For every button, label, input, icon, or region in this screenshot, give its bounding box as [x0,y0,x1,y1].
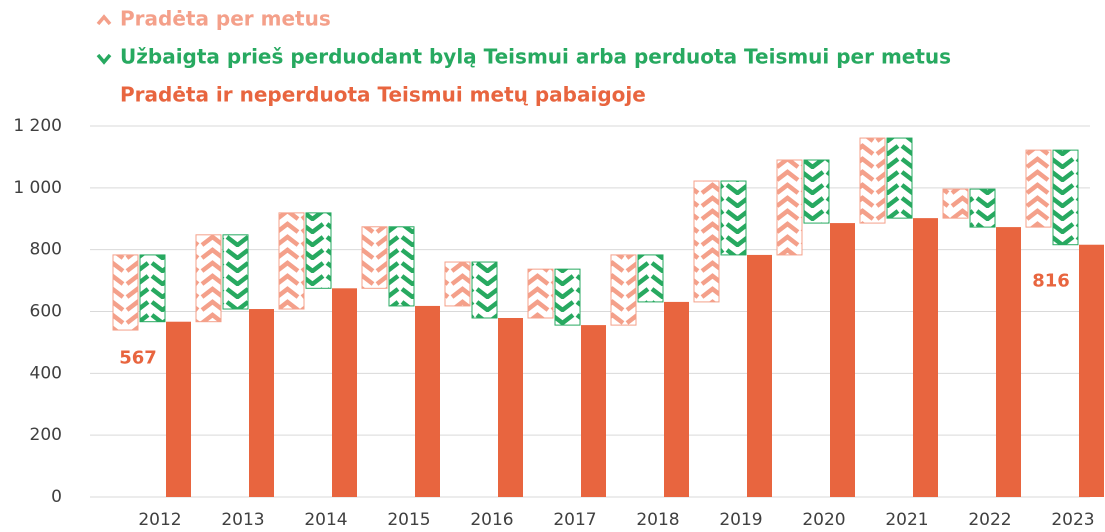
x-tick-label: 2016 [470,510,513,530]
started-box [693,180,720,303]
started-box [361,226,388,289]
y-tick-label: 600 [30,302,62,322]
completed-box [554,268,581,326]
y-tick-label: 800 [30,240,62,260]
legend-label: Pradėta ir neperduota Teismui metų pabai… [120,83,646,107]
y-tick-label: 1 000 [13,178,62,198]
completed-box [388,226,415,307]
x-tick-label: 2014 [304,510,347,530]
legend-label: Užbaigta prieš perduodant bylą Teismui a… [120,45,951,69]
bar [581,325,606,497]
started-box [112,254,139,331]
value-label: 567 [119,348,157,369]
value-label: 816 [1032,271,1070,292]
completed-box [222,234,249,310]
completed-box [471,261,498,319]
completed-box [139,254,166,323]
completed-box [305,212,332,289]
bar [913,218,938,498]
legend-icon [96,14,112,26]
legend-icon [96,53,112,65]
started-box [1025,149,1052,228]
y-tick-label: 200 [30,425,62,445]
bar [664,301,689,497]
y-tick-label: 1 200 [13,116,62,136]
bar [249,309,274,497]
completed-box [1052,149,1079,246]
bar [498,317,523,497]
started-box [610,254,637,326]
bar [332,288,357,497]
bar [166,321,191,497]
started-box [859,137,886,224]
completed-box [969,188,996,228]
bar [1079,244,1104,497]
y-tick-label: 400 [30,363,62,383]
x-tick-label: 2018 [636,510,679,530]
x-tick-label: 2021 [885,510,928,530]
x-tick-label: 2013 [221,510,264,530]
started-box [527,268,554,319]
x-tick-label: 2022 [968,510,1011,530]
x-tick-label: 2012 [138,510,181,530]
x-tick-label: 2015 [387,510,430,530]
x-tick-label: 2017 [553,510,596,530]
started-box [776,159,803,256]
completed-box [803,159,830,224]
bar [415,305,440,497]
bar [747,254,772,497]
started-box [942,188,969,219]
started-box [444,261,471,307]
x-tick-label: 2023 [1051,510,1094,530]
x-tick-label: 2019 [719,510,762,530]
completed-box [720,180,747,256]
completed-box [637,254,664,303]
bar [830,223,855,497]
legend-label: Pradėta per metus [120,7,331,31]
completed-box [886,137,913,219]
started-box [278,212,305,310]
bar [996,227,1021,497]
started-box [195,234,222,323]
y-tick-label: 0 [51,487,62,507]
x-tick-label: 2020 [802,510,845,530]
